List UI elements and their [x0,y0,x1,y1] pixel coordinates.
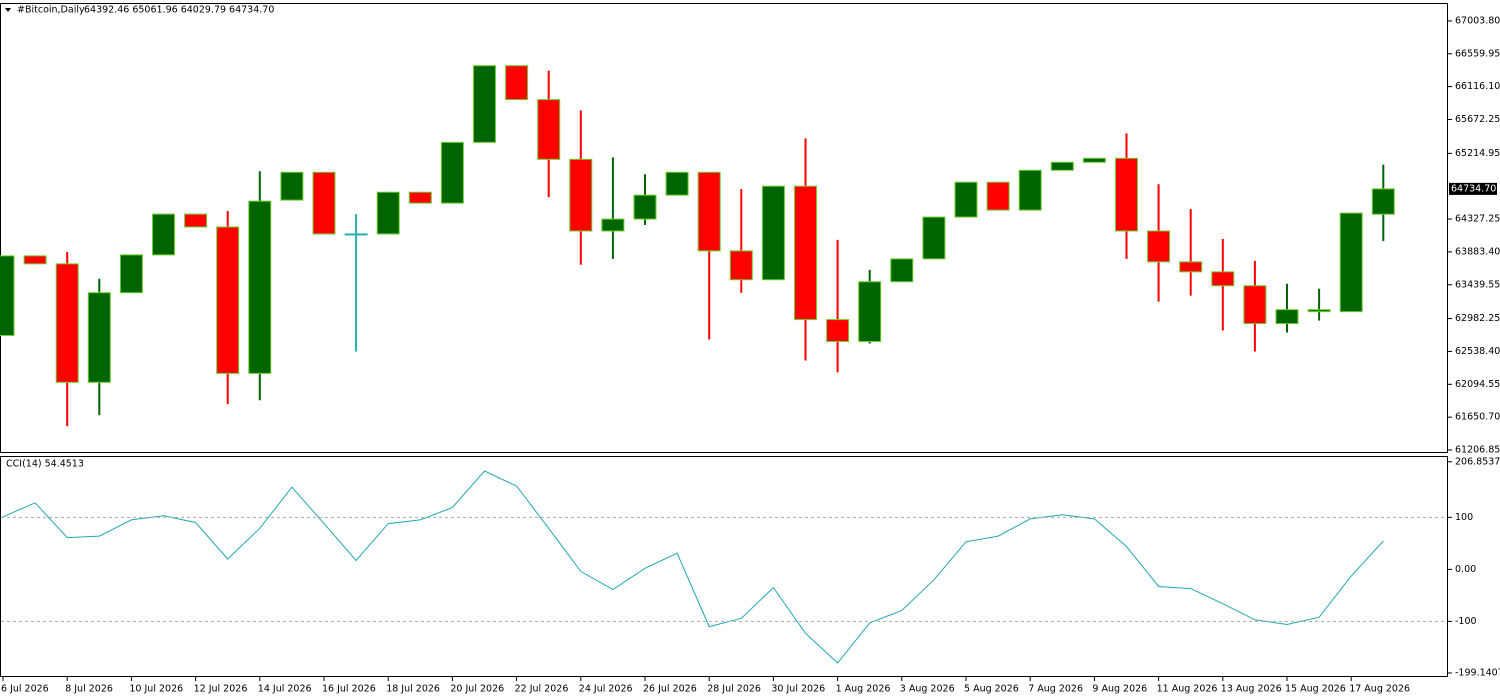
candle-body [1211,271,1235,287]
candle-body [794,185,817,321]
y-tick-label: 66116.10 [1455,81,1500,92]
x-tick-label: 22 Jul 2026 [515,684,569,695]
y-tick-label: 63439.55 [1455,279,1500,290]
x-tick-label: 17 Aug 2026 [1349,684,1410,695]
x-tick-label: 13 Aug 2026 [1221,684,1282,695]
x-tick-label: 1 Aug 2026 [836,684,891,695]
y-tick-label: 65672.25 [1455,114,1500,125]
x-tick-label: 18 Jul 2026 [386,684,440,695]
last-price-label: 64734.70 [1451,183,1496,194]
x-tick-label: 14 Jul 2026 [258,684,312,695]
x-tick-label: 7 Aug 2026 [1028,684,1083,695]
y-tick-label: 62982.25 [1455,313,1500,324]
candle-body [858,281,882,342]
menu-triangle [5,8,11,12]
candle-body [344,233,368,236]
y-tick-label: 206.8537 [1455,456,1500,467]
candle-body [248,200,272,374]
candle-body [922,216,946,260]
candle-body [826,319,850,342]
candle-body [184,213,208,228]
x-tick-label: 3 Aug 2026 [900,684,955,695]
candle-body [1082,157,1106,163]
candle-body [408,191,432,204]
cci-panel [0,456,1448,677]
candle-body [1371,188,1395,215]
x-tick-label: 9 Aug 2026 [1092,684,1147,695]
cci-title: CCI(14) 54.4513 [6,459,84,470]
candle-body [601,218,625,232]
candle-body [954,181,978,218]
candle-body [0,255,15,336]
candle-body [1307,309,1331,313]
y-tick-label: 100 [1455,512,1473,523]
y-tick-label: 62094.55 [1455,379,1500,390]
candle-body [1179,261,1203,273]
x-tick-label: 12 Jul 2026 [194,684,248,695]
y-tick-label: 65214.95 [1455,148,1500,159]
candle-body [312,171,336,235]
candle-body [505,65,529,101]
candle-body [23,255,47,265]
y-tick-label: 63883.40 [1455,246,1500,257]
candle-body [569,158,593,232]
candle-body [986,181,1010,211]
x-tick-label: 8 Jul 2026 [65,684,113,695]
candle-body [280,171,304,201]
y-tick-label: 64327.25 [1455,214,1500,225]
candle-body [729,250,753,281]
y-tick-label: -100 [1455,616,1477,627]
candle-body [119,254,143,294]
x-tick-label: 6 Jul 2026 [1,684,49,695]
candle-body [1147,230,1171,263]
x-tick-label: 26 Jul 2026 [643,684,697,695]
x-tick-label: 20 Jul 2026 [450,684,504,695]
candle-body [152,213,175,256]
x-tick-label: 16 Jul 2026 [322,684,376,695]
x-tick-label: 24 Jul 2026 [579,684,633,695]
candle-body [665,171,689,196]
candle-body [87,292,111,383]
candle-body [537,99,561,160]
y-tick-label: 0.00 [1455,564,1476,575]
x-tick-label: 11 Aug 2026 [1157,684,1218,695]
chart-title: #Bitcoin,Daily [17,5,85,16]
y-tick-label: -199.1407 [1455,667,1500,678]
candle-body [633,194,657,220]
x-tick-label: 28 Jul 2026 [707,684,761,695]
y-tick-label: 61650.70 [1455,412,1500,423]
price-panel [0,3,1448,453]
candle-body [440,141,464,204]
x-tick-label: 30 Jul 2026 [771,684,825,695]
ohlc-text: 64392.46 65061.96 64029.79 64734.70 [84,5,274,16]
last-price-box [1449,182,1497,195]
x-tick-label: 10 Jul 2026 [129,684,183,695]
y-tick-label: 66559.95 [1455,48,1500,59]
x-tick-label: 15 Aug 2026 [1285,684,1346,695]
candle-body [697,171,721,252]
candle-body [1018,169,1042,211]
x-tick-label: 5 Aug 2026 [964,684,1019,695]
candle-body [1243,285,1267,325]
candle-body [1115,157,1138,232]
candle-body [761,185,785,281]
candle-body [216,226,240,374]
candle-body [1050,161,1074,171]
candle-body [55,263,79,383]
candle-body [473,65,496,143]
candle-body [890,258,914,283]
candle-body [376,191,400,235]
cci-line [2,470,1384,664]
candle-body [1275,309,1299,325]
y-tick-label: 61206.85 [1455,445,1500,456]
y-tick-label: 67003.80 [1455,15,1500,26]
y-tick-label: 62538.40 [1455,346,1500,357]
candle-body [1339,212,1363,313]
